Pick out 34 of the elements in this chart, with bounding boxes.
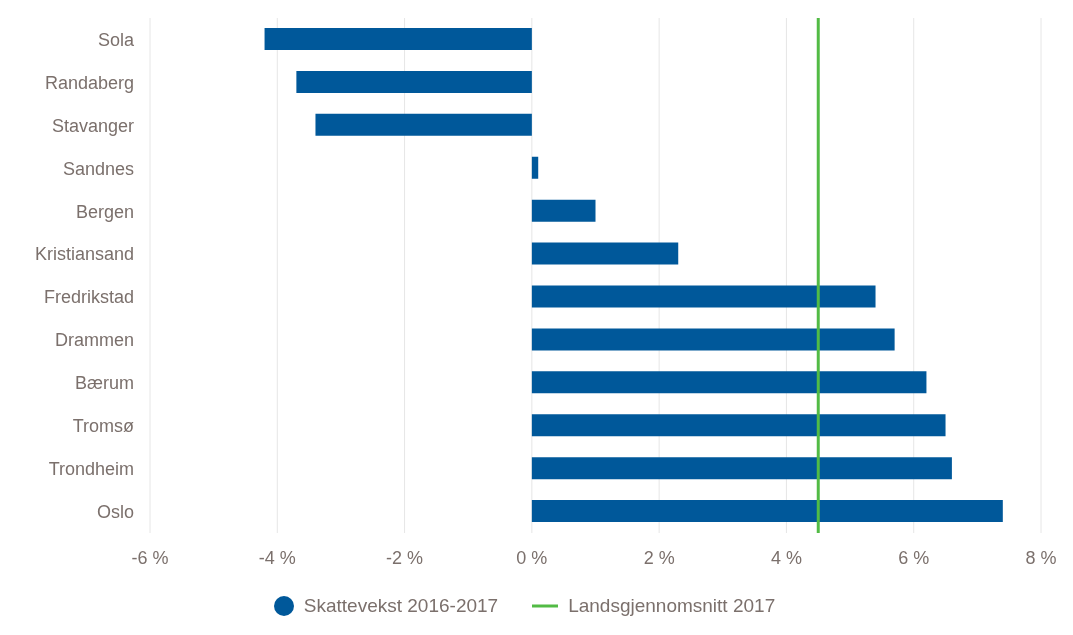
y-tick-label: Randaberg <box>44 72 134 93</box>
y-tick-label: Drammen <box>54 330 134 351</box>
y-tick-label: Sola <box>97 29 135 50</box>
bar <box>531 285 876 308</box>
y-tick-label: Tromsø <box>72 416 134 437</box>
y-tick-label: Oslo <box>96 501 134 522</box>
y-tick-label: Bærum <box>74 373 134 394</box>
bar <box>531 500 1003 523</box>
y-tick-label: Kristiansand <box>34 244 134 265</box>
x-tick-label: 8 % <box>1025 547 1057 568</box>
bar <box>531 457 952 480</box>
bar <box>296 70 532 93</box>
x-tick-label: 4 % <box>770 547 802 568</box>
legend-label: Skattevekst 2016-2017 <box>303 595 499 617</box>
bar <box>264 28 532 50</box>
y-tick-label: Fredrikstad <box>43 287 134 308</box>
legend-label: Landsgjennomsnitt 2017 <box>568 595 776 617</box>
y-tick-label: Bergen <box>75 201 134 222</box>
x-tick-label: -6 % <box>131 547 169 568</box>
x-tick-label: 6 % <box>898 547 930 568</box>
y-tick-label: Trondheim <box>48 459 134 480</box>
x-tick-label: -4 % <box>258 547 296 568</box>
bar <box>531 414 946 437</box>
y-tick-label: Sandnes <box>62 158 134 179</box>
x-tick-label: -2 % <box>386 547 424 568</box>
x-tick-label: 0 % <box>516 547 548 568</box>
bar <box>531 328 895 351</box>
y-tick-label: Stavanger <box>51 115 134 136</box>
bar <box>531 242 679 265</box>
bar <box>531 156 539 179</box>
bar <box>531 199 596 222</box>
bar <box>315 113 532 136</box>
x-tick-label: 2 % <box>643 547 675 568</box>
bar <box>531 371 927 394</box>
